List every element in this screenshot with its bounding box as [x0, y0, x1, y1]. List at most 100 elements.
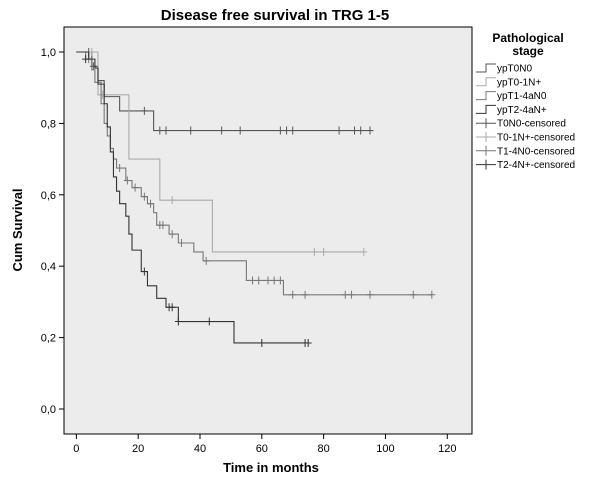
- x-tick-label: 80: [318, 443, 330, 455]
- censor-mark: [131, 183, 139, 192]
- censor-mark: [283, 126, 291, 135]
- censor-mark: [360, 247, 368, 256]
- censor-mark: [276, 126, 284, 135]
- censor-mark: [99, 90, 107, 99]
- censor-mark: [409, 290, 417, 299]
- censor-mark: [116, 164, 124, 173]
- censor-mark: [88, 47, 96, 56]
- censor-mark: [140, 192, 148, 201]
- censor-mark: [140, 106, 148, 115]
- legend-label: ypT1-4aN0: [497, 91, 547, 102]
- legend-censor-swatch: [476, 159, 496, 170]
- censor-mark: [156, 126, 164, 135]
- y-tick-label: 0,8: [41, 118, 56, 130]
- y-tick-label: 0,0: [41, 404, 56, 416]
- legend-item: ypT1-4aN0: [476, 91, 547, 102]
- legend-item: T1-4N0-censored: [476, 145, 575, 157]
- censor-mark: [320, 247, 328, 256]
- y-tick-label: 0,2: [41, 333, 56, 345]
- survival-curve: [76, 51, 432, 296]
- censor-mark: [301, 290, 309, 299]
- y-tick-label: 0,6: [41, 190, 56, 202]
- x-tick-label: 100: [376, 443, 394, 455]
- legend-item: ypT0N0: [476, 63, 532, 75]
- y-tick-label: 1,0: [41, 47, 56, 59]
- censor-mark: [341, 290, 349, 299]
- censor-mark: [276, 276, 284, 285]
- censor-mark: [366, 290, 374, 299]
- legend-label: T1-4N0-censored: [497, 146, 575, 157]
- legend-label: ypT0-1N+: [497, 77, 541, 88]
- y-axis-title: Cum Survival: [10, 188, 25, 271]
- censor-mark: [255, 276, 263, 285]
- legend-label: T2-4N+-censored: [497, 160, 575, 171]
- censor-mark: [174, 317, 182, 326]
- legend-title-line-1: Pathological: [492, 31, 563, 45]
- legend-label: T0-1N+-censored: [497, 133, 575, 144]
- y-axis: 0,0 0,2 0,4 0,6 0,8 1,0: [41, 47, 64, 416]
- censor-mark: [168, 196, 176, 205]
- legend-item: T2-4N+-censored: [476, 159, 575, 171]
- censor-mark: [258, 338, 266, 347]
- censor-mark: [357, 126, 365, 135]
- x-tick-label: 120: [438, 443, 456, 455]
- legend-line-swatch: [476, 77, 496, 87]
- censor-mark: [89, 62, 97, 71]
- x-axis: 0 20 40 60 80 100 120: [73, 434, 456, 455]
- x-tick-label: 0: [73, 443, 79, 455]
- censor-mark: [351, 126, 359, 135]
- censor-mark: [428, 290, 436, 299]
- censor-mark: [140, 267, 148, 276]
- legend-title-line-2: stage: [512, 44, 544, 58]
- legend-censor-swatch: [476, 118, 496, 129]
- survival-curves: [76, 47, 436, 347]
- legend-label: T0N0-censored: [497, 119, 566, 130]
- censor-mark: [205, 317, 213, 326]
- legend-line-swatch: [476, 91, 496, 101]
- legend-censor-swatch: [476, 132, 496, 142]
- legend-label: ypT2-4aN+: [497, 105, 547, 116]
- censor-mark: [347, 290, 355, 299]
- legend: Pathological stage ypT0N0 ypT0-1N+ ypT1-4a…: [476, 31, 575, 171]
- censor-mark: [147, 199, 155, 208]
- censor-mark: [304, 338, 312, 347]
- censor-mark: [335, 126, 343, 135]
- censor-mark: [310, 247, 318, 256]
- survival-curve: [76, 51, 309, 344]
- legend-line-swatch: [476, 104, 496, 114]
- censor-mark: [168, 230, 176, 239]
- x-tick-label: 60: [256, 443, 268, 455]
- censor-mark: [177, 238, 185, 247]
- legend-item: T0-1N+-censored: [476, 132, 575, 144]
- censor-mark: [366, 126, 374, 135]
- censor-mark: [82, 55, 90, 64]
- legend-item: ypT0-1N+: [476, 77, 541, 88]
- censor-mark: [289, 126, 297, 135]
- x-axis-title: Time in months: [223, 460, 319, 475]
- y-tick-label: 0,4: [41, 261, 56, 273]
- plot-area: [63, 26, 473, 435]
- censor-mark: [187, 126, 195, 135]
- series-ypT2-4aN+: [76, 51, 312, 347]
- x-tick-label: 20: [132, 443, 144, 455]
- censor-mark: [236, 126, 244, 135]
- censor-mark: [270, 276, 278, 285]
- censor-mark: [162, 126, 170, 135]
- legend-item: T0N0-censored: [476, 118, 566, 130]
- censor-mark: [168, 303, 176, 312]
- censor-mark: [264, 276, 272, 285]
- legend-line-swatch: [476, 63, 496, 73]
- censor-mark: [202, 256, 210, 265]
- chart-title: Disease free survival in TRG 1-5: [161, 7, 389, 24]
- censor-mark: [218, 126, 226, 135]
- censor-mark: [123, 176, 131, 185]
- censor-mark: [159, 221, 167, 230]
- legend-item: ypT2-4aN+: [476, 104, 547, 116]
- censor-mark: [289, 290, 297, 299]
- legend-censor-swatch: [476, 145, 496, 156]
- series-ypT1-4aN0: [76, 51, 436, 299]
- legend-label: ypT0N0: [497, 64, 532, 75]
- censor-mark: [249, 276, 257, 285]
- x-tick-label: 40: [194, 443, 206, 455]
